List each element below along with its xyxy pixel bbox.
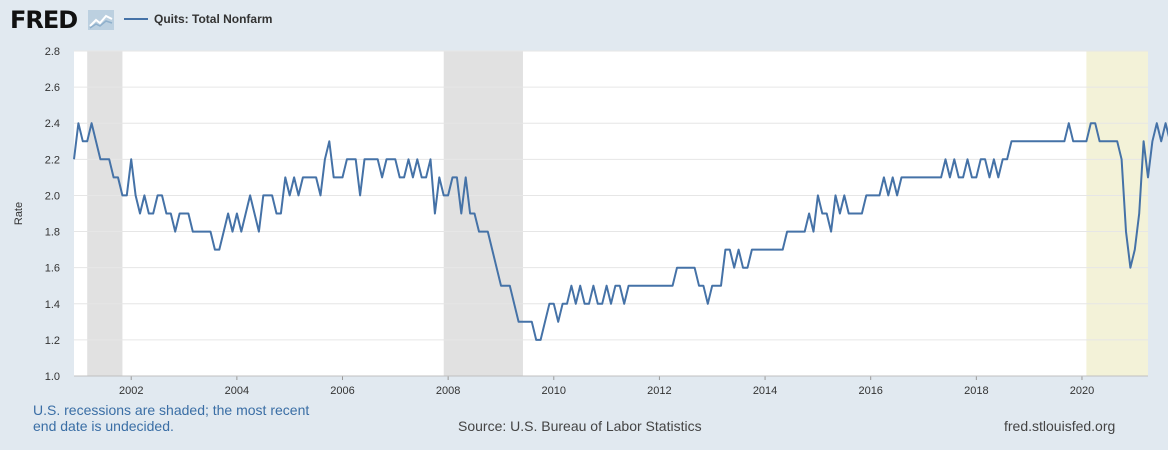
x-tick-label: 2014: [753, 385, 777, 397]
recession-shade: [1086, 51, 1148, 376]
legend-line-swatch: [124, 18, 148, 20]
plot-background: [74, 51, 1148, 376]
y-tick-label: 2.4: [45, 118, 60, 130]
x-tick-label: 2006: [330, 385, 354, 397]
chart-legend[interactable]: Quits: Total Nonfarm: [124, 12, 272, 26]
y-tick-label: 1.4: [45, 299, 60, 311]
chart-area[interactable]: 1.0 1.2 1.4 1.6 1.8 2.0 2.2 2.4 2.6 2.8 2002 2004 20…: [0, 0, 1168, 400]
recession-note: U.S. recessions are shaded; the most rec…: [33, 402, 310, 434]
chart-header: FRED Quits: Total Nonfarm: [0, 0, 1168, 40]
y-tick-label: 2.8: [45, 46, 60, 58]
y-tick-label: 2.6: [45, 82, 60, 94]
y-tick-label: 1.6: [45, 263, 60, 275]
x-tick-label: 2002: [119, 385, 143, 397]
fred-url-link[interactable]: fred.stlouisfed.org: [1004, 418, 1116, 434]
x-tick-label: 2016: [858, 385, 882, 397]
x-tick-label: 2004: [225, 385, 249, 397]
source-text: Source: U.S. Bureau of Labor Statistics: [458, 418, 702, 434]
y-tick-label: 1.8: [45, 227, 60, 239]
x-tick-label: 2010: [542, 385, 566, 397]
x-tick-label: 2012: [647, 385, 671, 397]
legend-label: Quits: Total Nonfarm: [154, 12, 273, 26]
x-tick-label: 2008: [436, 385, 460, 397]
y-tick-label: 2.0: [45, 190, 60, 202]
recession-shade: [87, 51, 123, 376]
y-axis-label: Rate: [13, 202, 25, 225]
y-tick-label: 2.2: [45, 154, 60, 166]
y-tick-label: 1.2: [45, 335, 60, 347]
x-tick-label: 2018: [964, 385, 988, 397]
y-tick-label: 1.0: [45, 371, 60, 383]
fred-chart-icon: [88, 10, 114, 30]
fred-logo[interactable]: FRED: [10, 6, 78, 34]
x-tick-label: 2020: [1070, 385, 1094, 397]
recession-shade: [443, 51, 523, 376]
series-line-quits[interactable]: [73, 69, 1168, 341]
